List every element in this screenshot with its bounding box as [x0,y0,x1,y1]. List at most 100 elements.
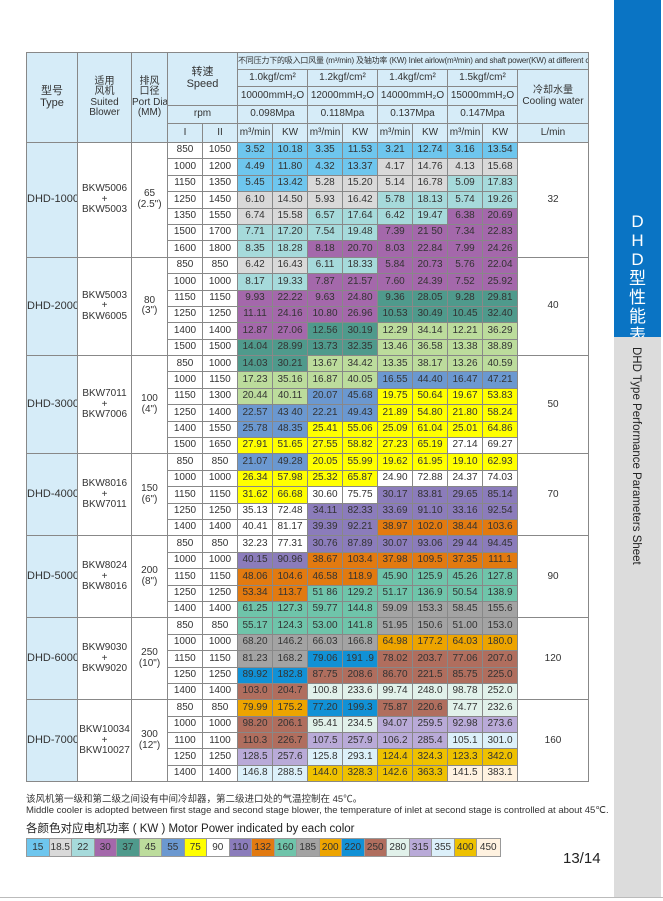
shaft-power-value: 144.8 [342,600,378,619]
model-type: DHD-3000 [26,355,78,455]
shaft-power-value: 53.83 [482,387,518,406]
airflow-value: 51.00 [447,617,483,635]
airflow-value: 146.8 [237,764,273,783]
title-char: 性 [629,288,646,307]
shaft-power-value: 103.4 [342,551,378,570]
cooling-en: Cooling water [522,95,584,107]
shaft-power-value: 113.7 [272,584,308,602]
speed-stage-i: 1400 [167,600,203,619]
shaft-power-value: 328.3 [342,764,378,783]
speed-stage-i: 1150 [167,650,203,668]
suited-blower-line: + [101,488,108,500]
shaft-power-value: 324.3 [412,748,448,766]
airflow-value: 59.77 [307,600,343,619]
airflow-value: 30.60 [307,486,343,504]
airflow-value: 38.97 [377,518,413,537]
speed-stage-i: 1150 [167,568,203,586]
speed-stage-i: 1100 [167,732,203,750]
airflow-value: 50.54 [447,584,483,602]
header-cooling-unit: L/min [516,123,590,143]
airflow-value: 29 44 [447,535,483,553]
shaft-power-value: 288.5 [272,764,308,783]
airflow-value: 6.10 [237,191,273,209]
shaft-power-value: 65.87 [342,469,378,488]
port-en2: (MM) [137,107,162,118]
shaft-power-value: 43 40 [272,404,308,422]
shaft-power-value: 26.96 [342,305,378,324]
speed-stage-ii: 1250 [202,666,238,684]
airflow-value: 16.87 [307,371,343,389]
shaft-power-value: 207.0 [482,650,518,668]
shaft-power-value: 19.48 [342,223,378,242]
legend-swatch: 90 [207,839,230,856]
shaft-power-value: 204.7 [272,682,308,701]
shaft-power-value: 51.65 [272,437,308,455]
speed-stage-i: 1000 [167,633,203,652]
table-row: 1000 1000 26.34 57.98 25.32 65.87 24.90 72.88 24… [27,469,589,488]
airflow-value: 20.07 [307,387,343,406]
shaft-power-value: 225.0 [482,666,518,684]
port-diameter: 100 (4") [131,355,168,455]
shaft-power-value: 203.7 [412,650,448,668]
shaft-power-value: 38.17 [412,355,448,373]
table-row: 1000 1000 40.15 90.96 38.67 103.4 37.98 109.5 37… [27,551,589,570]
airflow-value: 5.76 [447,256,483,275]
model-type: DHD-1000 [26,142,78,258]
shaft-power-value: 14.76 [412,158,448,176]
speed-stage-ii: 1400 [202,404,238,422]
airflow-value: 11.11 [237,305,273,324]
shaft-power-value: 74.03 [482,469,518,488]
airflow-value: 4.32 [307,158,343,176]
airflow-value: 59.09 [377,600,413,619]
speed-stage-i: 850 [167,699,203,717]
suited-blower: BKW8016 + BKW7011 [77,453,132,537]
shaft-power-value: 18.13 [412,191,448,209]
page-frame-line [0,897,663,898]
airflow-value: 13.35 [377,355,413,373]
airflow-value: 25.01 [447,420,483,439]
legend-swatch: 30 [94,839,117,856]
table-row: 1150 1350 5.45 13.42 5.28 15.20 5.14 16.78 5.09 1… [27,174,589,193]
shaft-power-value: 11.80 [272,158,308,176]
airflow-value: 77.06 [447,650,483,668]
shaft-power-value: 259.5 [412,715,448,734]
shaft-power-value: 285.4 [412,732,448,750]
airflow-value: 64.03 [447,633,483,652]
shaft-power-value: 20.69 [482,207,518,225]
airflow-value: 95.41 [307,715,343,734]
shaft-power-value: 293.1 [342,748,378,766]
airflow-value: 14.03 [237,355,273,373]
speed-stage-ii: 1650 [202,437,238,455]
model-type: DHD-4000 [26,453,78,537]
header-power-unit: KW [482,123,518,143]
legend-swatch: 45 [139,839,162,856]
shaft-power-value: 72.88 [412,469,448,488]
suited-blower-line: BKW8016 [81,581,128,593]
airflow-value: 20.44 [237,387,273,406]
airflow-value: 7.87 [307,273,343,291]
shaft-power-value: 221.5 [412,666,448,684]
airflow-value: 53.00 [307,617,343,635]
airflow-value: 6.42 [377,207,413,225]
airflow-value: 92.98 [447,715,483,734]
speed-stage-ii: 1150 [202,650,238,668]
airflow-value: 13.73 [307,338,343,357]
shaft-power-value: 61.95 [412,453,448,471]
motor-power-legend: 15 18.5 22 30 37 45 55 75 90 110 132 160 185 200 220 25… [26,838,501,857]
shaft-power-value: 127.8 [482,568,518,586]
airflow-value: 10.80 [307,305,343,324]
shaft-power-value: 91.10 [412,502,448,520]
table-row: 1000 1200 4.49 11.80 4.32 13.37 4.17 14.76 4.13 1… [27,158,589,176]
airflow-value: 12.21 [447,322,483,340]
suited-blower: BKW7011 + BKW7006 [77,355,132,455]
airflow-value: 5.84 [377,256,413,275]
airflow-value: 125.8 [307,748,343,766]
port-diameter-line: 150 [141,483,158,495]
shaft-power-value: 168.2 [272,650,308,668]
speed-stage-i: 1000 [167,371,203,389]
airflow-value: 37.35 [447,551,483,570]
speed-stage-i: 850 [167,355,203,373]
legend-swatch: 18.5 [49,839,72,856]
shaft-power-value: 61.04 [412,420,448,439]
shaft-power-value: 22.04 [482,256,518,275]
